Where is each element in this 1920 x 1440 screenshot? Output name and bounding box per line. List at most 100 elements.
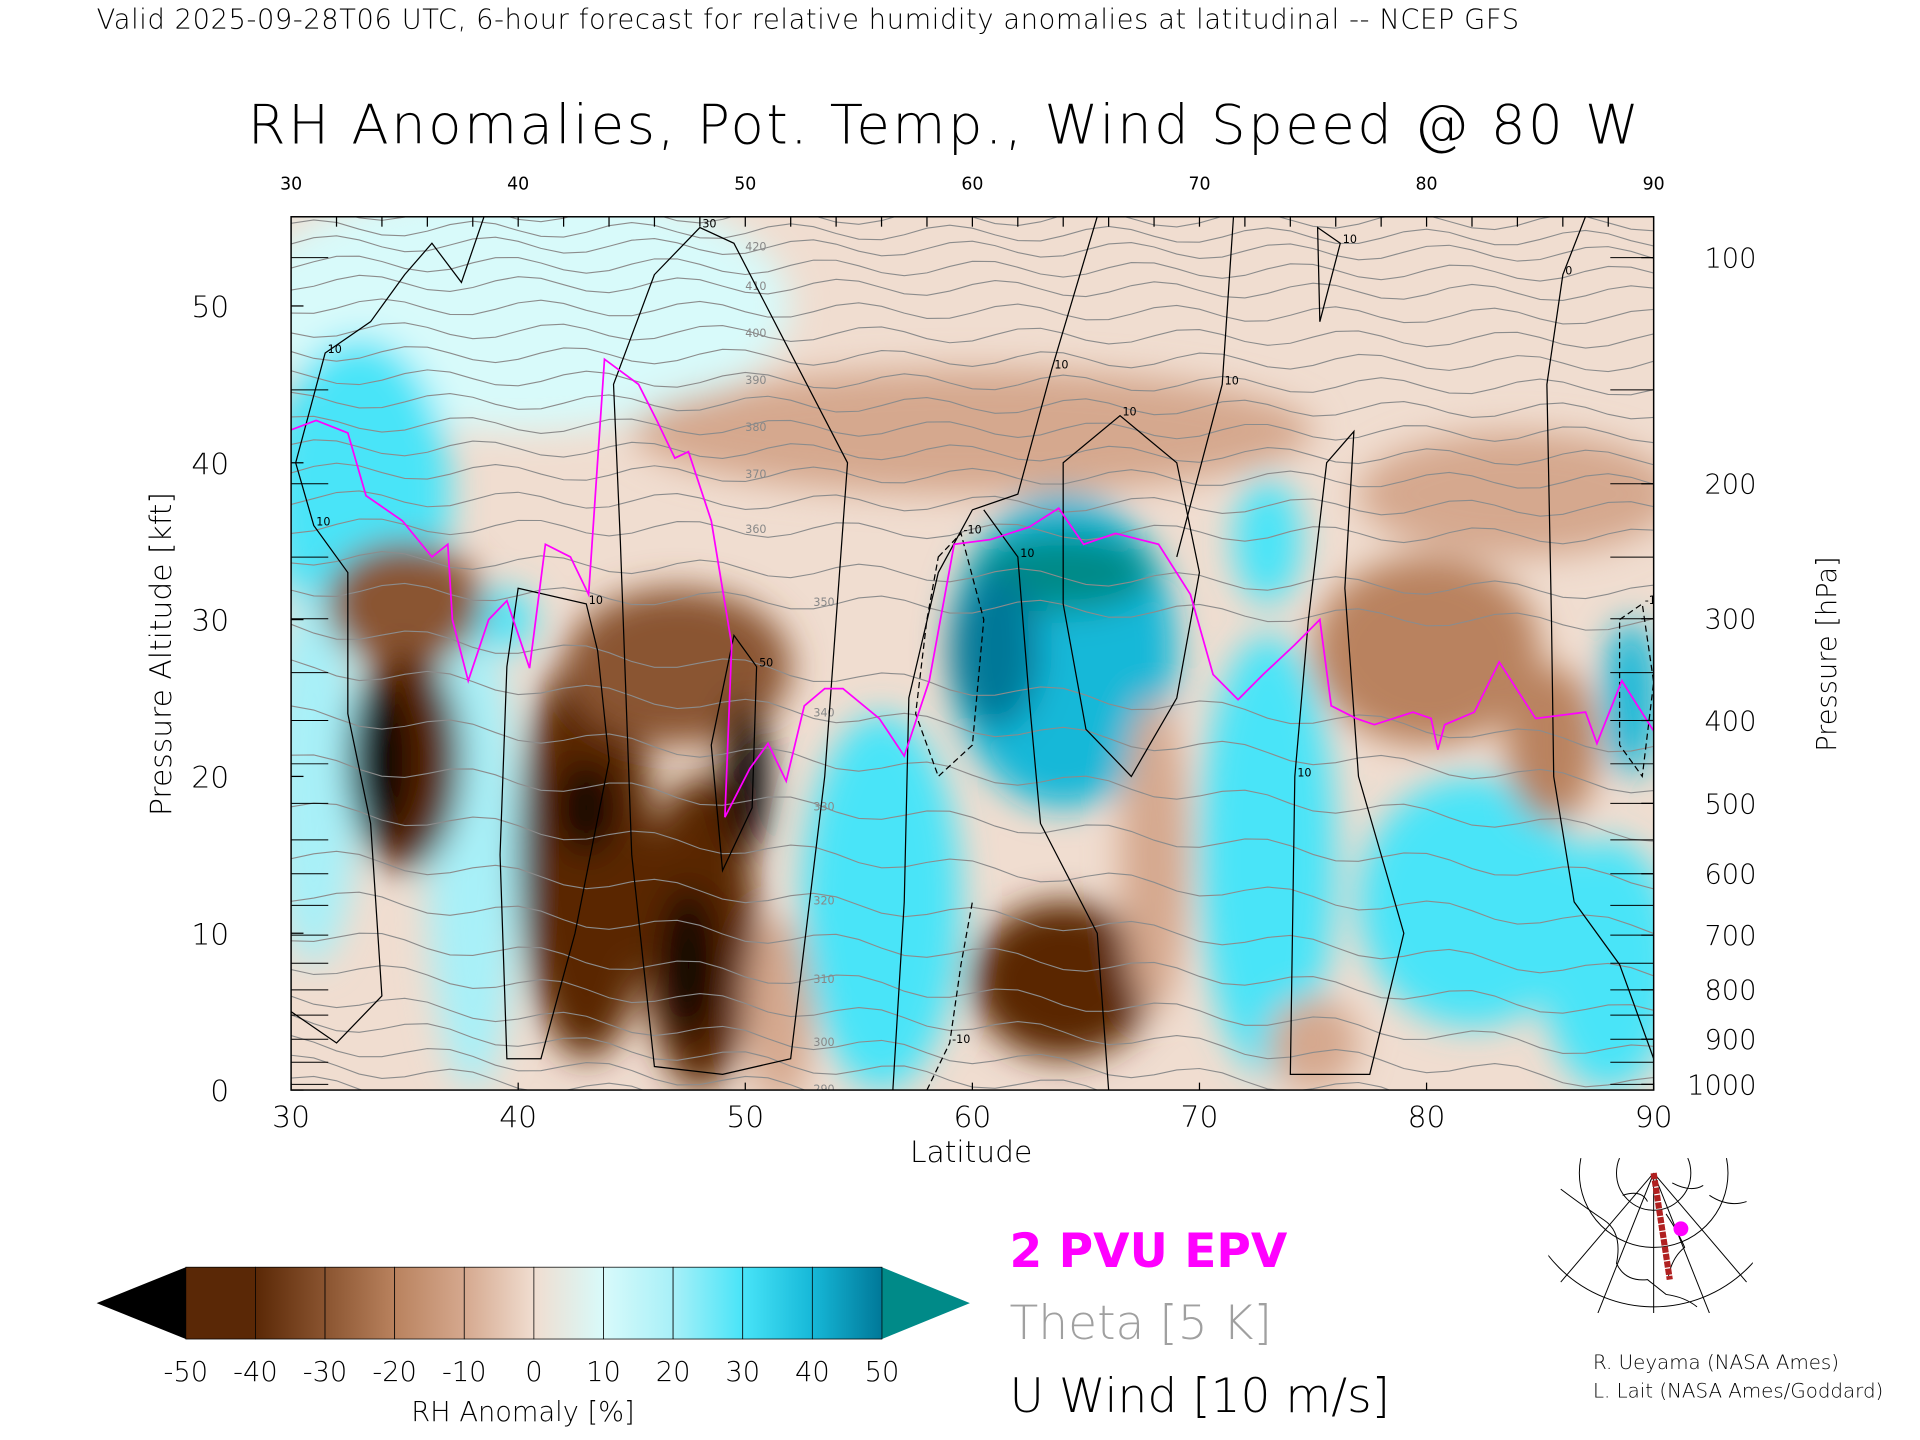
theta-contour <box>291 705 1654 842</box>
u-wind-contour <box>710 633 758 873</box>
rh-anomaly-region <box>1603 619 1654 777</box>
colorbar-segment <box>533 1266 604 1340</box>
theta-contour <box>291 415 1654 444</box>
theta-label: 390 <box>745 374 766 387</box>
theta-contour <box>291 551 1654 600</box>
colorbar-high-arrow <box>881 1267 970 1340</box>
rh-anomaly-region <box>291 588 360 965</box>
theta-contour <box>291 391 1654 420</box>
colorbar-tick-label: -40 <box>233 1357 278 1389</box>
u-wind-contour <box>1062 414 1201 778</box>
u-wind-contour <box>892 216 1098 1091</box>
pressure-tick-label: 400 <box>1704 706 1756 737</box>
y-tick-label: 0 <box>210 1074 229 1109</box>
x-axis-label: Latitude <box>910 1135 1032 1170</box>
theta-label: 310 <box>813 973 834 986</box>
colorbar-segment <box>672 1266 744 1340</box>
u-wind-label: 10 <box>316 516 330 529</box>
colorbar-segment <box>324 1266 396 1340</box>
u-wind-label: 10 <box>1343 233 1357 246</box>
pressure-tick-label: 500 <box>1704 789 1756 820</box>
colorbar-segment <box>185 1266 256 1340</box>
theta-contour <box>291 802 1654 935</box>
theta-contour <box>291 754 1654 890</box>
x-top-tick-label: 50 <box>734 175 756 195</box>
legend-theta: Theta [5 K] <box>1009 1295 1272 1351</box>
rh-anomaly-region <box>559 760 614 855</box>
theta-contour <box>291 965 1654 1088</box>
theta-contour <box>291 462 1654 489</box>
rh-anomaly-region <box>949 572 1041 730</box>
colorbar-segment <box>811 1266 883 1340</box>
theta-label: 330 <box>813 801 834 814</box>
theta-contour <box>291 850 1654 977</box>
x-tick-label: 30 <box>272 1100 310 1135</box>
x-tick-label: 50 <box>726 1100 764 1135</box>
x-tick-label: 80 <box>1408 1100 1446 1135</box>
theta-contour <box>291 582 1654 631</box>
rh-anomaly-region <box>352 682 412 840</box>
rh-anomaly-region <box>1313 556 1541 746</box>
u-wind-contour <box>1176 216 1235 558</box>
rh-anomaly-region <box>325 541 485 667</box>
colorbar-low-arrow <box>96 1267 186 1340</box>
theta-contour <box>291 490 1654 517</box>
y-tick-label: 50 <box>191 290 229 325</box>
pressure-tick-label: 700 <box>1704 921 1756 952</box>
colorbar-tick-label: 10 <box>586 1357 621 1389</box>
theta-label: 290 <box>813 1083 834 1096</box>
theta-contour <box>291 346 1654 373</box>
legend-u-wind: U Wind [10 m/s] <box>1009 1368 1391 1424</box>
colorbar <box>96 1266 970 1340</box>
pressure-tick-label: 800 <box>1704 976 1756 1007</box>
x-top-tick-label: 90 <box>1643 175 1665 195</box>
u-wind-contour <box>1289 429 1405 1075</box>
credit-lait: L. Lait (NASA Ames/Goddard) <box>1592 1378 1884 1403</box>
pressure-tick-label: 200 <box>1704 470 1756 501</box>
theta-contour <box>291 322 1654 349</box>
y-axis-label: Pressure Altitude [kft] <box>144 492 179 816</box>
pv-2pvu-line <box>291 357 1654 818</box>
y-tick-label: 20 <box>191 761 229 796</box>
theta-label: 400 <box>745 327 766 340</box>
colorbar-tick-label: 0 <box>525 1357 543 1389</box>
u-wind-label: 10 <box>1297 766 1311 779</box>
y2-axis-label: Pressure [hPa] <box>1812 556 1843 751</box>
u-wind-label: 0 <box>1565 265 1572 278</box>
x-top-tick-label: 70 <box>1188 175 1210 195</box>
colorbar-tick-label: 50 <box>864 1357 900 1389</box>
u-wind-contour <box>1618 602 1654 779</box>
u-wind-label: 50 <box>759 657 773 670</box>
u-wind-contour <box>1546 216 1654 1059</box>
theta-contour <box>291 891 1654 1014</box>
credit-ueyama: R. Ueyama (NASA Ames) <box>1592 1350 1840 1374</box>
cross-section-plot: 2903003103203303403503603703803904004104… <box>144 175 1843 1170</box>
u-wind-contour <box>291 462 383 1044</box>
theta-label: 320 <box>813 895 834 908</box>
u-wind-label: 10 <box>1122 406 1136 419</box>
rh-anomaly-region <box>972 901 1155 1059</box>
theta-contour <box>291 1035 908 1091</box>
u-wind-contour <box>983 509 1110 1091</box>
theta-contour <box>291 995 1391 1091</box>
theta-contour <box>291 255 1654 282</box>
theta-contour <box>291 274 1654 301</box>
rh-anomaly-region <box>1358 431 1654 557</box>
theta-label: 300 <box>813 1036 834 1049</box>
colorbar-tick-label: 20 <box>655 1357 691 1389</box>
x-tick-label: 40 <box>499 1100 537 1135</box>
x-tick-label: 60 <box>953 1100 991 1135</box>
theta-contour <box>291 235 1654 262</box>
rh-anomaly-region <box>1119 698 1189 1012</box>
colorbar-tick-label: -30 <box>302 1357 348 1389</box>
x-top-tick-label: 40 <box>507 175 529 195</box>
rh-anomaly-region <box>479 588 535 651</box>
colorbar-tick-label: -10 <box>442 1357 487 1389</box>
rh-anomaly-region <box>1267 995 1359 1091</box>
x-top-tick-label: 80 <box>1416 175 1438 195</box>
theta-contour <box>291 369 1654 396</box>
pressure-tick-label: 1000 <box>1687 1070 1756 1101</box>
u-wind-label: -10 <box>1645 594 1663 607</box>
y-tick-label: 10 <box>191 917 229 952</box>
